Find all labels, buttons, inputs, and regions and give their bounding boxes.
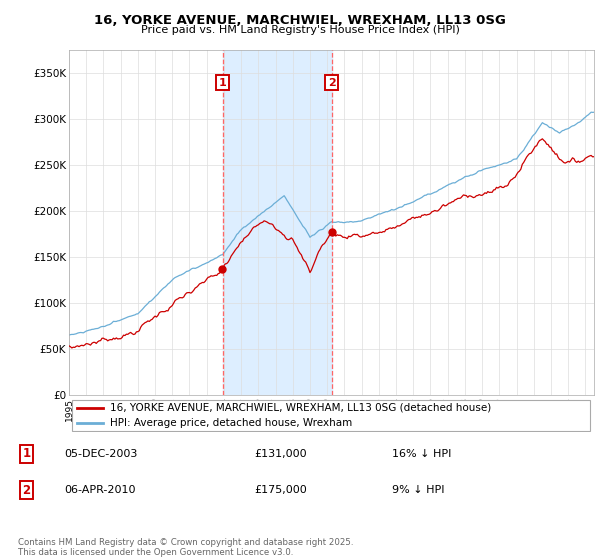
Text: £131,000: £131,000: [254, 449, 307, 459]
Bar: [223, 50, 332, 395]
Text: 2: 2: [22, 483, 31, 497]
Text: Price paid vs. HM Land Registry's House Price Index (HPI): Price paid vs. HM Land Registry's House …: [140, 25, 460, 35]
Text: HPI: Average price, detached house, Wrexham: HPI: Average price, detached house, Wrex…: [110, 418, 352, 428]
Text: 16, YORKE AVENUE, MARCHWIEL, WREXHAM, LL13 0SG (detached house): 16, YORKE AVENUE, MARCHWIEL, WREXHAM, LL…: [110, 403, 491, 413]
Text: 16% ↓ HPI: 16% ↓ HPI: [392, 449, 452, 459]
Text: 9% ↓ HPI: 9% ↓ HPI: [392, 485, 445, 495]
Text: 1: 1: [218, 77, 226, 87]
Text: 05-DEC-2003: 05-DEC-2003: [64, 449, 137, 459]
Text: 1: 1: [22, 447, 31, 460]
FancyBboxPatch shape: [71, 400, 590, 431]
Text: 2: 2: [328, 77, 336, 87]
Text: 16, YORKE AVENUE, MARCHWIEL, WREXHAM, LL13 0SG: 16, YORKE AVENUE, MARCHWIEL, WREXHAM, LL…: [94, 14, 506, 27]
Text: £175,000: £175,000: [254, 485, 307, 495]
Text: 06-APR-2010: 06-APR-2010: [64, 485, 136, 495]
Text: Contains HM Land Registry data © Crown copyright and database right 2025.
This d: Contains HM Land Registry data © Crown c…: [18, 538, 353, 557]
